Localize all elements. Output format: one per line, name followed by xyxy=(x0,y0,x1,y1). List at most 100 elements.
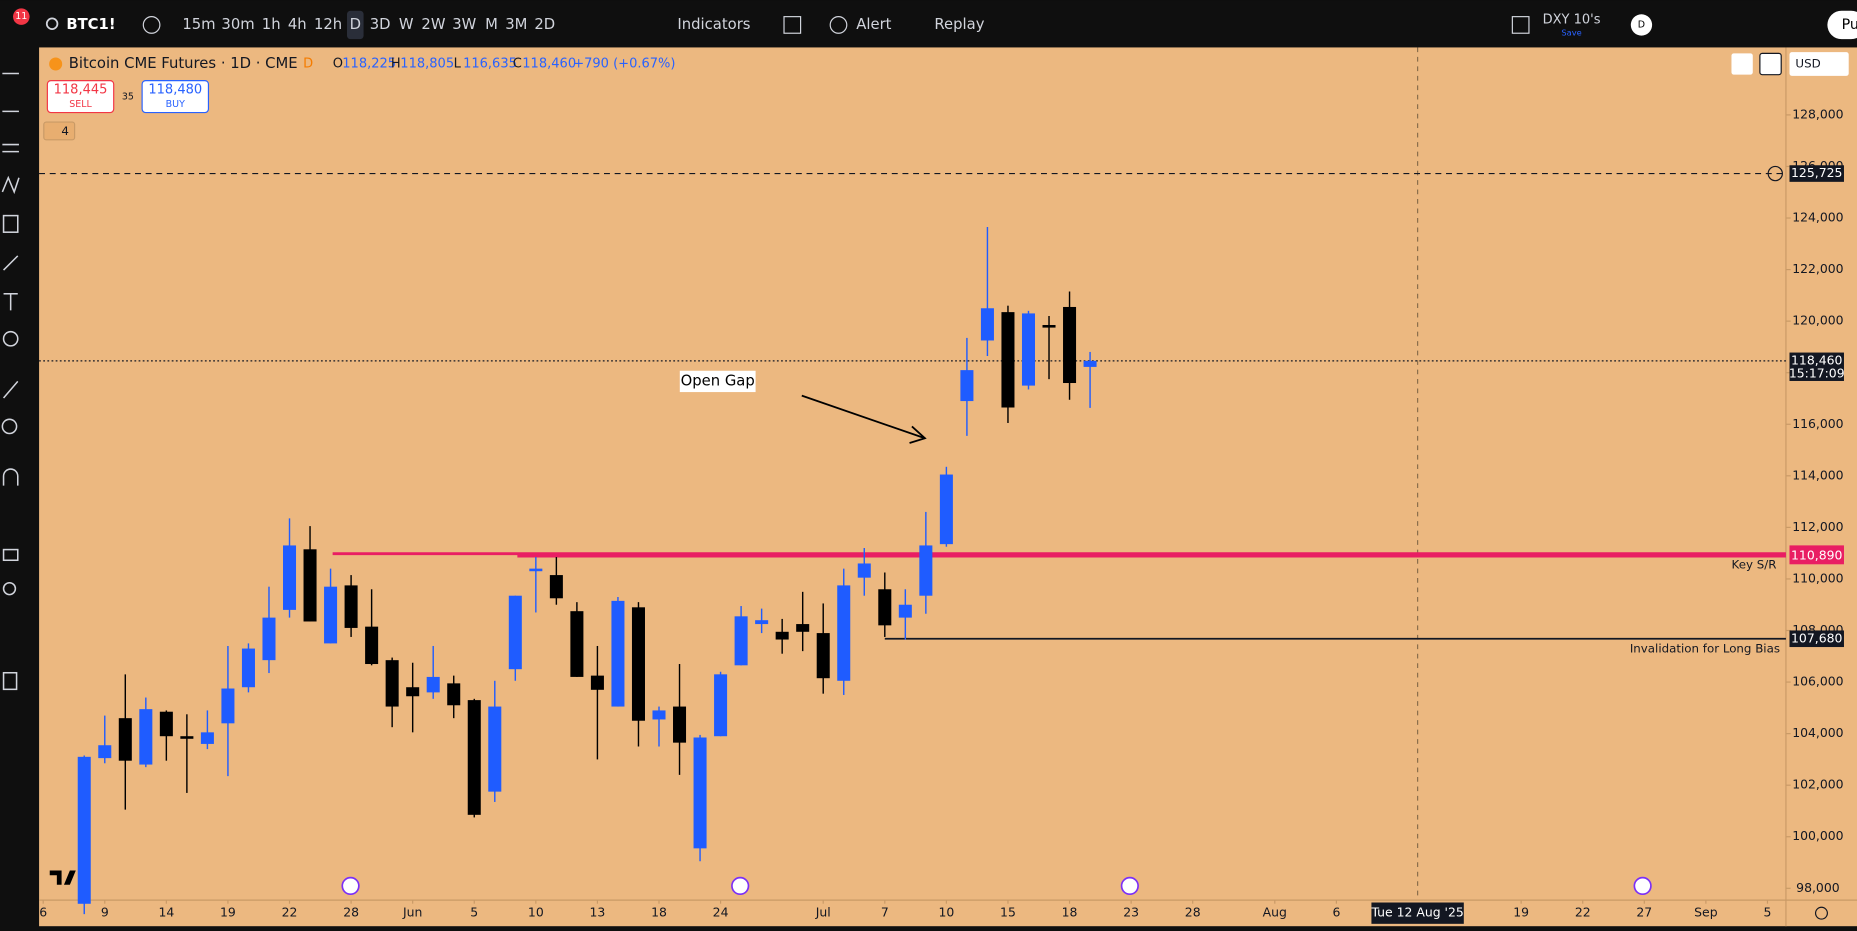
save-label[interactable]: Save xyxy=(1561,28,1581,38)
alert-icon[interactable] xyxy=(829,16,848,34)
candle-body xyxy=(673,706,687,743)
candle-body xyxy=(570,611,584,677)
currency-select[interactable] xyxy=(1789,52,1849,76)
tool-ruler[interactable] xyxy=(2,380,19,399)
candle-body xyxy=(221,688,235,724)
x-tick-label: 22 xyxy=(1575,905,1591,920)
price-label-box xyxy=(1789,352,1844,381)
interval-button[interactable]: 30m xyxy=(221,16,254,33)
interval-button[interactable]: 15m xyxy=(182,16,215,33)
fullscreen-button[interactable] xyxy=(1759,52,1782,76)
candle-body xyxy=(200,732,214,744)
interval-button[interactable]: D xyxy=(350,16,361,33)
candle-body xyxy=(857,563,871,578)
y-tick-label: 114,000 xyxy=(1792,467,1843,482)
interval-button[interactable]: 4h xyxy=(288,16,307,33)
candle-body xyxy=(241,648,255,688)
tool-visibility[interactable] xyxy=(2,581,17,596)
collapsed-count: 4 xyxy=(61,124,69,138)
settings-icon[interactable] xyxy=(1814,906,1828,920)
publish-label: Pu xyxy=(1842,17,1857,33)
buy-button[interactable] xyxy=(141,80,210,114)
x-tick-label: 13 xyxy=(590,905,606,920)
tool-lock[interactable] xyxy=(2,548,19,562)
tool-brush[interactable] xyxy=(3,255,19,271)
y-tick-label: 110,000 xyxy=(1792,570,1843,585)
x-tick-label: 24 xyxy=(713,905,729,920)
avatar[interactable] xyxy=(1630,14,1653,36)
candle-body xyxy=(980,308,994,341)
y-tick-label: 122,000 xyxy=(1792,261,1843,276)
tool-icon[interactable] xyxy=(2,330,19,347)
ohlc-label: H xyxy=(391,57,401,72)
alert-button[interactable]: Alert xyxy=(856,16,891,33)
interval-button[interactable]: W xyxy=(399,16,414,33)
add-symbol[interactable] xyxy=(142,16,161,34)
arrow-head xyxy=(909,425,927,444)
price-label: 118,460 xyxy=(1791,352,1842,367)
tool-measure[interactable] xyxy=(2,214,19,233)
x-tick-label: 28 xyxy=(343,905,359,920)
candle-body xyxy=(1021,313,1036,386)
candle-body xyxy=(1083,360,1097,367)
event-icon[interactable] xyxy=(731,876,750,896)
candle-body xyxy=(1063,306,1077,384)
y-tick-label: 128,000 xyxy=(1792,106,1843,121)
interval-button[interactable]: 3W xyxy=(452,16,476,33)
interval-button[interactable]: M xyxy=(485,16,498,33)
x-tick-label: 6 xyxy=(1332,905,1340,920)
x-tick-label: 19 xyxy=(220,905,236,920)
candle-body xyxy=(755,620,769,625)
x-tick-label: 18 xyxy=(651,905,667,920)
event-icon[interactable] xyxy=(1120,876,1139,896)
add-alert[interactable] xyxy=(1767,165,1783,182)
compare-symbol[interactable]: DXY 10's xyxy=(1543,13,1601,28)
y-tick-label: 106,000 xyxy=(1792,674,1843,689)
candle-body xyxy=(1042,325,1056,328)
tool-zoom[interactable] xyxy=(1,418,18,435)
tool-delete[interactable] xyxy=(2,671,18,691)
annotation: Invalidation for Long Bias xyxy=(1630,642,1780,656)
layout-icon[interactable] xyxy=(783,16,802,34)
event-icon[interactable] xyxy=(341,876,360,896)
y-tick-label: 116,000 xyxy=(1792,416,1843,431)
x-tick-label: 10 xyxy=(938,905,954,920)
ohlc-value: 118,225 xyxy=(342,57,396,72)
candle-body xyxy=(549,575,563,599)
symbol-logo xyxy=(49,57,63,71)
scroll-button[interactable] xyxy=(1731,53,1753,75)
compare-icon[interactable] xyxy=(1511,16,1530,34)
interval-button[interactable]: 3D xyxy=(370,16,391,33)
replay-button[interactable]: Replay xyxy=(934,16,984,33)
sell-button[interactable] xyxy=(46,80,115,114)
interval-button[interactable]: 2D xyxy=(534,16,555,33)
price-label: 110,890 xyxy=(1791,548,1842,563)
y-tick-label: 98,000 xyxy=(1796,880,1840,895)
y-tick-label: 104,000 xyxy=(1792,725,1843,740)
ohlc-label: O xyxy=(333,57,343,72)
interval-button[interactable]: 1h xyxy=(262,16,281,33)
drawing-tools xyxy=(1,72,20,691)
avatar-letter: D xyxy=(1638,19,1645,30)
symbol[interactable]: BTC1! xyxy=(66,16,115,33)
interval-button[interactable]: 12h xyxy=(314,16,342,33)
candle-body xyxy=(693,737,707,849)
candle-body xyxy=(139,709,153,765)
ohlc-label: L xyxy=(454,57,462,72)
candle-body xyxy=(631,607,645,721)
x-tick-label: 14 xyxy=(158,905,174,920)
tool-magnet[interactable] xyxy=(2,468,19,486)
indicators-toggle[interactable] xyxy=(43,121,76,141)
event-icon[interactable] xyxy=(1633,876,1652,896)
badge[interactable] xyxy=(13,8,30,25)
tool-pattern[interactable] xyxy=(1,175,20,195)
interval-button[interactable]: 2W xyxy=(421,16,445,33)
search-icon[interactable] xyxy=(45,17,59,30)
interval-button[interactable]: 3M xyxy=(505,16,527,33)
candle-body xyxy=(714,674,728,737)
candle-body xyxy=(878,589,892,626)
candle-body xyxy=(960,370,974,402)
indicators-button[interactable]: Indicators xyxy=(677,16,750,33)
publish-button[interactable] xyxy=(1827,10,1857,40)
